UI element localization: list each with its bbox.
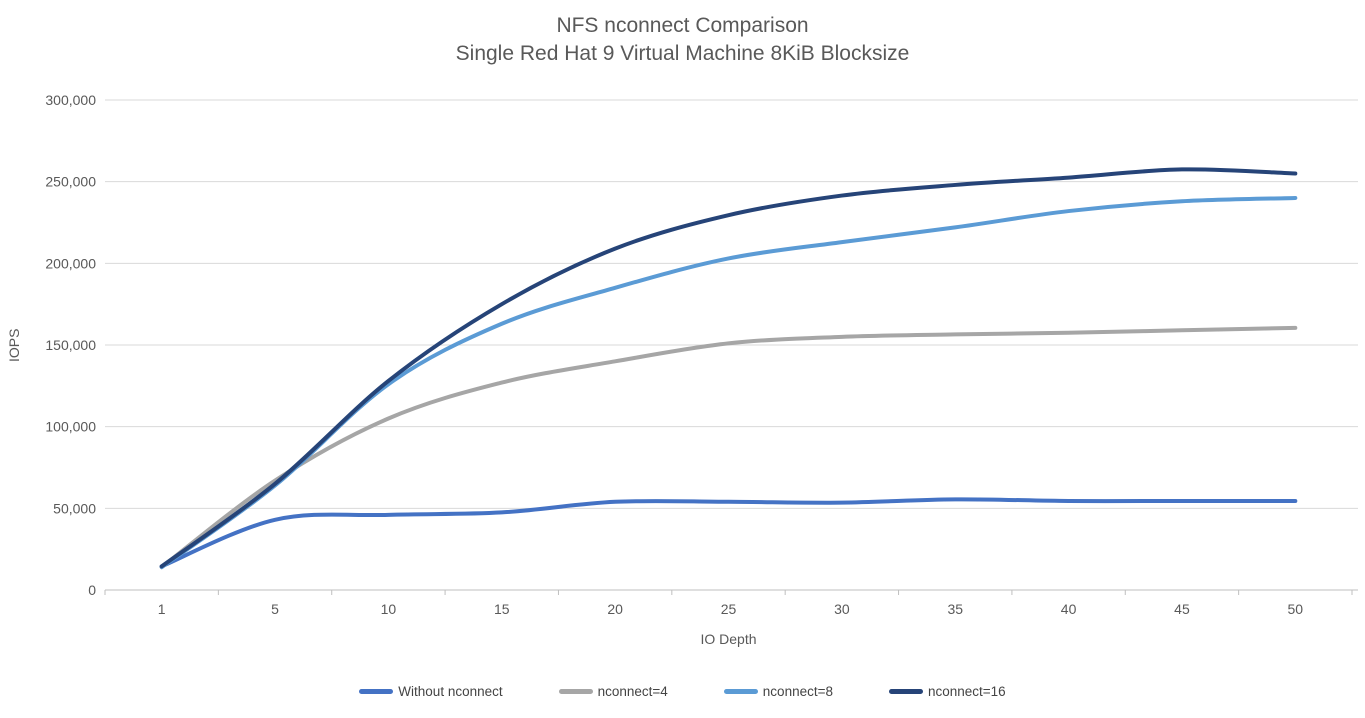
- y-tick-label: 150,000: [45, 337, 96, 353]
- legend-label: nconnect=16: [927, 684, 1006, 699]
- x-axis-title: IO Depth: [700, 631, 757, 647]
- y-tick-label: 0: [88, 582, 96, 598]
- legend-swatch-nconnect-16: [888, 689, 923, 694]
- legend: Without nconnect nconnect=4 nconnect=8 n…: [0, 684, 1365, 699]
- x-tick-label: 35: [947, 601, 963, 617]
- chart-title-line2: Single Red Hat 9 Virtual Machine 8KiB Bl…: [455, 42, 910, 65]
- chart-title-line1: NFS nconnect Comparison: [556, 14, 809, 37]
- series-line-nconnect-4: [159, 325, 1298, 570]
- series-line-without-nconnect: [159, 497, 1298, 569]
- legend-swatch-nconnect-8: [723, 689, 758, 694]
- x-tick-label: 40: [1061, 601, 1077, 617]
- y-tick-label: 300,000: [45, 92, 96, 108]
- x-tick-label: 25: [721, 601, 737, 617]
- legend-swatch-nconnect-4: [558, 689, 593, 694]
- x-tick-label: 1: [158, 601, 166, 617]
- legend-label: Without nconnect: [398, 684, 503, 699]
- x-tick-label: 5: [271, 601, 279, 617]
- legend-item-nconnect-16: nconnect=16: [888, 684, 1006, 699]
- legend-item-without-nconnect: Without nconnect: [359, 684, 503, 699]
- legend-item-nconnect-8: nconnect=8: [723, 684, 833, 699]
- legend-label: nconnect=4: [597, 684, 668, 699]
- legend-swatch-without-nconnect: [359, 689, 394, 694]
- y-tick-label: 50,000: [53, 500, 96, 516]
- series-line-nconnect-16: [159, 167, 1298, 569]
- y-tick-label: 250,000: [45, 174, 96, 190]
- x-tick-label: 50: [1288, 601, 1304, 617]
- x-tick-label: 20: [607, 601, 623, 617]
- x-tick-label: 15: [494, 601, 510, 617]
- legend-label: nconnect=8: [762, 684, 833, 699]
- x-tick-label: 45: [1174, 601, 1190, 617]
- series-line-nconnect-8: [159, 196, 1298, 570]
- y-tick-label: 100,000: [45, 419, 96, 435]
- y-tick-label: 200,000: [45, 255, 96, 271]
- legend-item-nconnect-4: nconnect=4: [558, 684, 668, 699]
- chart-title: NFS nconnect Comparison Single Red Hat 9…: [0, 12, 1365, 68]
- x-tick-label: 10: [381, 601, 397, 617]
- x-tick-label: 30: [834, 601, 850, 617]
